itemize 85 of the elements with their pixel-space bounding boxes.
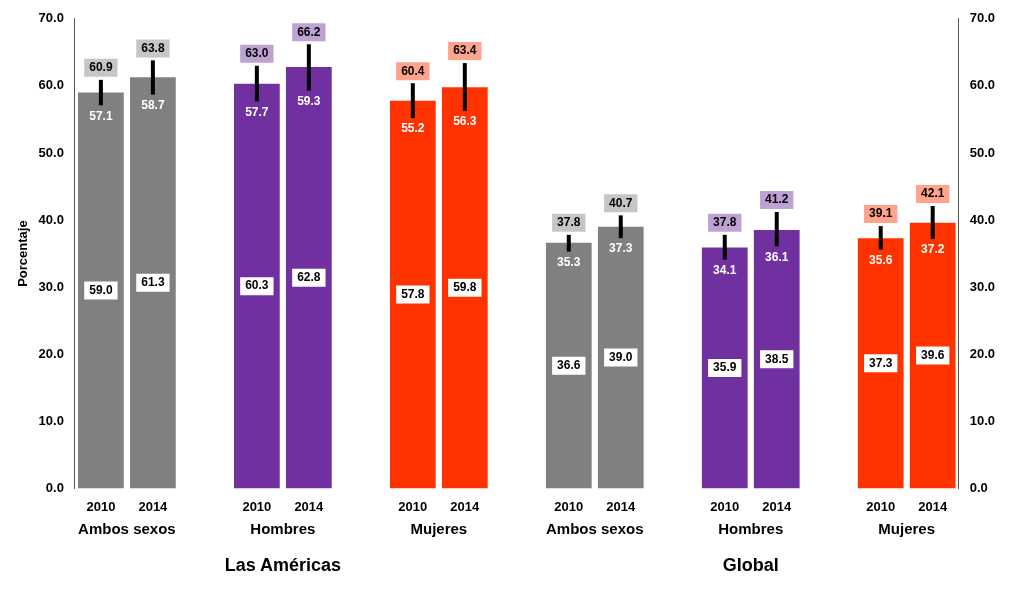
y-tick-label: 30.0 (38, 278, 64, 294)
y-tick-label: 70.0 (38, 10, 64, 26)
annotation: 59.3 (297, 93, 321, 108)
bar (545, 242, 592, 489)
text: Hombres (718, 520, 784, 538)
data-label: 39.0 (609, 349, 633, 364)
bar (909, 222, 956, 489)
y2-tick-label: 60.0 (969, 77, 996, 93)
annotation: 60.4 (401, 63, 425, 78)
annotation: 58.7 (141, 97, 165, 112)
y-tick-label: 10.0 (38, 412, 64, 428)
bar (285, 67, 332, 489)
x-tick-label: 2010 (866, 498, 896, 514)
data-label: 35.9 (713, 360, 737, 375)
annotation: 57.1 (89, 108, 113, 123)
x-tick-label: 2014 (294, 498, 325, 514)
bar (441, 87, 488, 489)
x-tick-label: 2014 (138, 498, 169, 514)
x-tick-label: 2014 (918, 498, 948, 514)
y2-tick-label: 70.0 (969, 10, 996, 26)
text: Hombres (250, 520, 316, 538)
bar (753, 230, 800, 489)
data-label: 59.0 (89, 282, 113, 297)
annotation: 37.8 (557, 215, 581, 230)
data-label: 57.8 (401, 286, 425, 301)
text: Ambos sexos (78, 520, 176, 538)
annotation: 63.0 (245, 46, 269, 61)
y2-tick-label: 10.0 (969, 412, 996, 428)
y-tick-label: 0.0 (45, 479, 64, 495)
y2-tick-label: 0.0 (969, 479, 988, 495)
annotation: 37.2 (921, 242, 945, 257)
annotation: 37.3 (609, 241, 633, 256)
y-tick-label: 50.0 (38, 144, 64, 160)
x-tick-label: 2014 (606, 498, 637, 514)
annotation: 40.7 (609, 195, 633, 210)
y-tick-label: 40.0 (38, 211, 64, 227)
data-label: 36.6 (557, 357, 581, 372)
x-tick-label: 2010 (242, 498, 272, 514)
bar (701, 247, 748, 489)
annotation: 57.7 (245, 104, 269, 119)
bar (130, 77, 176, 489)
text: Ambos sexos (546, 520, 644, 538)
annotation: 63.8 (141, 40, 165, 55)
annotation: 60.9 (89, 60, 113, 75)
data-label: 39.6 (921, 347, 945, 362)
data-label: 60.3 (245, 278, 269, 293)
annotation: 39.1 (869, 206, 893, 221)
annotation: 42.1 (921, 186, 945, 201)
y2-tick-label: 30.0 (969, 278, 996, 294)
data-label: 59.8 (453, 280, 477, 295)
annotation: 55.2 (401, 121, 425, 136)
y-axis-title: Porcentaje (15, 220, 31, 287)
text: Mujeres (410, 520, 468, 538)
data-label: 37.3 (869, 355, 893, 370)
data-label: 61.3 (141, 275, 165, 290)
annotation: 35.3 (557, 254, 581, 269)
y2-tick-label: 20.0 (969, 345, 996, 361)
bar (597, 226, 644, 489)
x-tick-label: 2014 (762, 498, 792, 514)
x-tick-label: 2010 (398, 498, 428, 514)
x-tick-label: 2010 (86, 498, 116, 514)
bar (233, 83, 280, 489)
annotation: 41.2 (765, 192, 789, 207)
x-tick-label: 2010 (710, 498, 740, 514)
text: Mujeres (878, 520, 936, 538)
y-tick-label: 20.0 (38, 345, 64, 361)
annotation: 36.1 (765, 249, 789, 264)
annotation: 35.6 (869, 252, 893, 267)
text: Global (722, 554, 779, 575)
bar (389, 100, 436, 489)
annotation: 63.4 (453, 43, 477, 58)
annotation: 37.8 (713, 215, 737, 230)
bar (78, 92, 124, 489)
y2-tick-label: 50.0 (969, 144, 996, 160)
x-tick-label: 2010 (554, 498, 584, 514)
text: Las Américas (224, 554, 342, 575)
data-label: 62.8 (297, 270, 321, 285)
y-tick-label: 60.0 (38, 77, 64, 93)
annotation: 56.3 (453, 114, 477, 129)
annotation: 34.1 (713, 262, 737, 277)
x-tick-label: 2014 (450, 498, 481, 514)
annotation: 66.2 (297, 24, 321, 39)
data-label: 38.5 (765, 351, 789, 366)
bar (857, 238, 904, 489)
y2-tick-label: 40.0 (969, 211, 996, 227)
